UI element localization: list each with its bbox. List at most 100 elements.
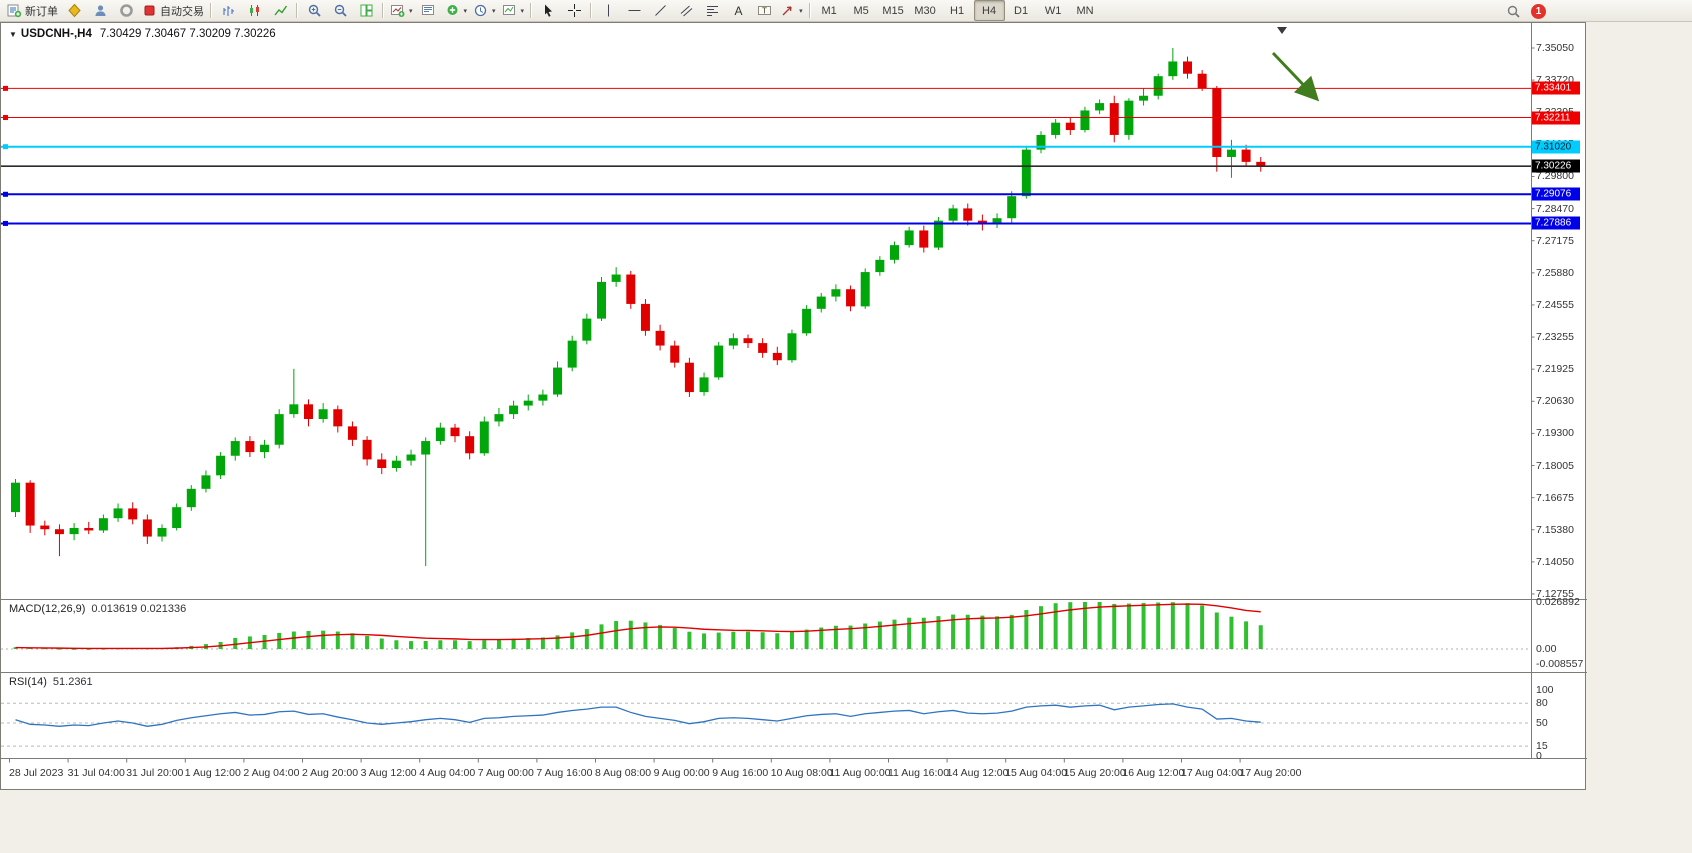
trendline-button[interactable] xyxy=(647,0,673,21)
crosshair-button[interactable] xyxy=(561,0,587,21)
autotrade-button[interactable]: 自动交易 xyxy=(139,0,207,21)
price-line-badge[interactable]: 7.27886 xyxy=(1532,216,1580,230)
data-window-button[interactable] xyxy=(87,0,113,21)
horizontal-line-button[interactable] xyxy=(621,0,647,21)
macd-histogram-bar xyxy=(467,641,472,649)
macd-histogram-bar xyxy=(1112,603,1117,649)
candle-bear xyxy=(142,519,152,537)
text-label-button[interactable]: T xyxy=(751,0,777,21)
templates-button[interactable]: ▾ xyxy=(499,0,528,21)
candle-bear xyxy=(963,208,973,221)
annotation-arrow[interactable] xyxy=(1271,51,1320,102)
time-axis-label: 9 Aug 00:00 xyxy=(653,767,710,779)
line-handle[interactable] xyxy=(3,85,8,91)
vertical-line-button[interactable] xyxy=(595,0,621,21)
candle-bear xyxy=(977,220,987,224)
channel-button[interactable] xyxy=(673,0,699,21)
chart-shift-marker[interactable] xyxy=(1277,27,1287,34)
autotrade-icon xyxy=(144,5,155,16)
fibonacci-button[interactable] xyxy=(699,0,725,21)
line-handle[interactable] xyxy=(3,144,8,150)
candle-bull xyxy=(816,296,826,309)
candle-bear xyxy=(1212,88,1222,157)
zoom-out-icon xyxy=(334,4,347,17)
notification-badge[interactable]: 1 xyxy=(1531,3,1546,19)
macd-histogram-bar xyxy=(833,625,838,649)
timeframe-mn-button[interactable]: MN xyxy=(1076,4,1094,17)
timeframe-m15-button[interactable]: M15 xyxy=(882,4,904,17)
timeframe-m5-button[interactable]: M5 xyxy=(853,4,869,17)
macd-histogram-bar xyxy=(57,648,62,650)
candle-bull xyxy=(289,404,299,415)
chart-title: ▼ USDCNH-,H4 7.30429 7.30467 7.30209 7.302… xyxy=(9,28,276,40)
charts-profile-button[interactable] xyxy=(61,0,87,21)
rsi-axis-label: 100 xyxy=(1536,684,1554,696)
price-line-badge[interactable]: 7.29076 xyxy=(1532,187,1580,201)
candle-bear xyxy=(128,508,138,520)
macd-histogram-bar xyxy=(1185,603,1190,649)
line-chart-button[interactable] xyxy=(267,0,293,21)
text-button[interactable]: A xyxy=(725,0,751,21)
price-line-badge[interactable]: 7.32211 xyxy=(1532,111,1580,125)
indicators-button[interactable]: ▾ xyxy=(442,0,471,21)
macd-histogram-bar xyxy=(980,615,985,649)
time-axis-label: 7 Aug 16:00 xyxy=(536,767,593,779)
line-handle[interactable] xyxy=(3,115,8,121)
toolbar-separator xyxy=(590,3,593,18)
profiles-button[interactable] xyxy=(416,0,442,21)
candle-bear xyxy=(846,289,856,307)
crosshair-icon xyxy=(567,4,581,17)
new-order-button[interactable]: 新订单 xyxy=(4,0,61,21)
macd-histogram-bar xyxy=(1200,605,1205,649)
strategy-tester-button[interactable] xyxy=(113,0,139,21)
candle-bull xyxy=(216,455,226,476)
macd-histogram-bar xyxy=(496,639,501,649)
tile-windows-button[interactable] xyxy=(353,0,379,21)
time-axis-label: 3 Aug 12:00 xyxy=(360,767,417,779)
macd-histogram-bar xyxy=(482,640,487,649)
candle-bear xyxy=(333,409,343,427)
candle-bull xyxy=(1007,196,1017,219)
trendline-icon xyxy=(654,5,666,16)
line-handle[interactable] xyxy=(3,220,8,226)
macd-histogram-bar xyxy=(453,640,457,649)
price-axis-label: 7.14050 xyxy=(1536,555,1574,568)
candle-bull xyxy=(948,208,958,221)
candlestick-chart-button[interactable] xyxy=(241,0,267,21)
new-chart-button[interactable]: ▾ xyxy=(387,0,416,21)
chart-ohlc-values: 7.30429 7.30467 7.30209 7.30226 xyxy=(99,28,276,40)
candle-bull xyxy=(875,259,885,273)
timeframe-h1-button[interactable]: H1 xyxy=(950,4,965,17)
bar-chart-button[interactable] xyxy=(215,0,241,21)
timeframe-m1-button[interactable]: M1 xyxy=(821,4,837,17)
zoom-out-button[interactable] xyxy=(327,0,353,21)
timeframe-m30-button[interactable]: M30 xyxy=(914,4,936,17)
candle-bull xyxy=(890,245,899,260)
macd-histogram-bar xyxy=(746,631,750,649)
candle-bear xyxy=(245,441,255,453)
price-line-badge[interactable]: 7.33401 xyxy=(1532,81,1580,95)
collapse-ohlc-icon[interactable]: ▼ xyxy=(9,30,17,39)
timeframe-d1-button[interactable]: D1 xyxy=(1014,4,1029,17)
timeframe-w1-button[interactable]: W1 xyxy=(1044,4,1062,17)
price-line-badge[interactable]: 7.31020 xyxy=(1532,140,1580,154)
periods-button[interactable]: ▾ xyxy=(470,0,499,21)
time-axis-label: 2 Aug 20:00 xyxy=(302,767,359,779)
rsi-indicator-name: RSI(14) xyxy=(9,676,47,688)
chevron-down-icon: ▾ xyxy=(463,7,468,15)
candle-bull xyxy=(435,427,445,442)
price-axis-label: 7.27175 xyxy=(1536,234,1574,247)
macd-histogram-bar xyxy=(1156,602,1161,649)
toolbar-separator xyxy=(808,3,811,18)
macd-histogram-bar xyxy=(570,632,575,649)
price-axis-label: 7.16675 xyxy=(1536,491,1574,504)
rsi-axis-label: 50 xyxy=(1536,717,1548,729)
timeframe-h4-button[interactable]: H4 xyxy=(973,0,1005,21)
candle-bull xyxy=(904,230,914,246)
candle-bull xyxy=(933,220,943,248)
search-button[interactable] xyxy=(1500,1,1526,22)
zoom-in-button[interactable] xyxy=(301,0,327,21)
arrows-button[interactable]: ▾ xyxy=(777,0,806,21)
cursor-button[interactable] xyxy=(535,0,561,21)
line-handle[interactable] xyxy=(3,191,8,197)
